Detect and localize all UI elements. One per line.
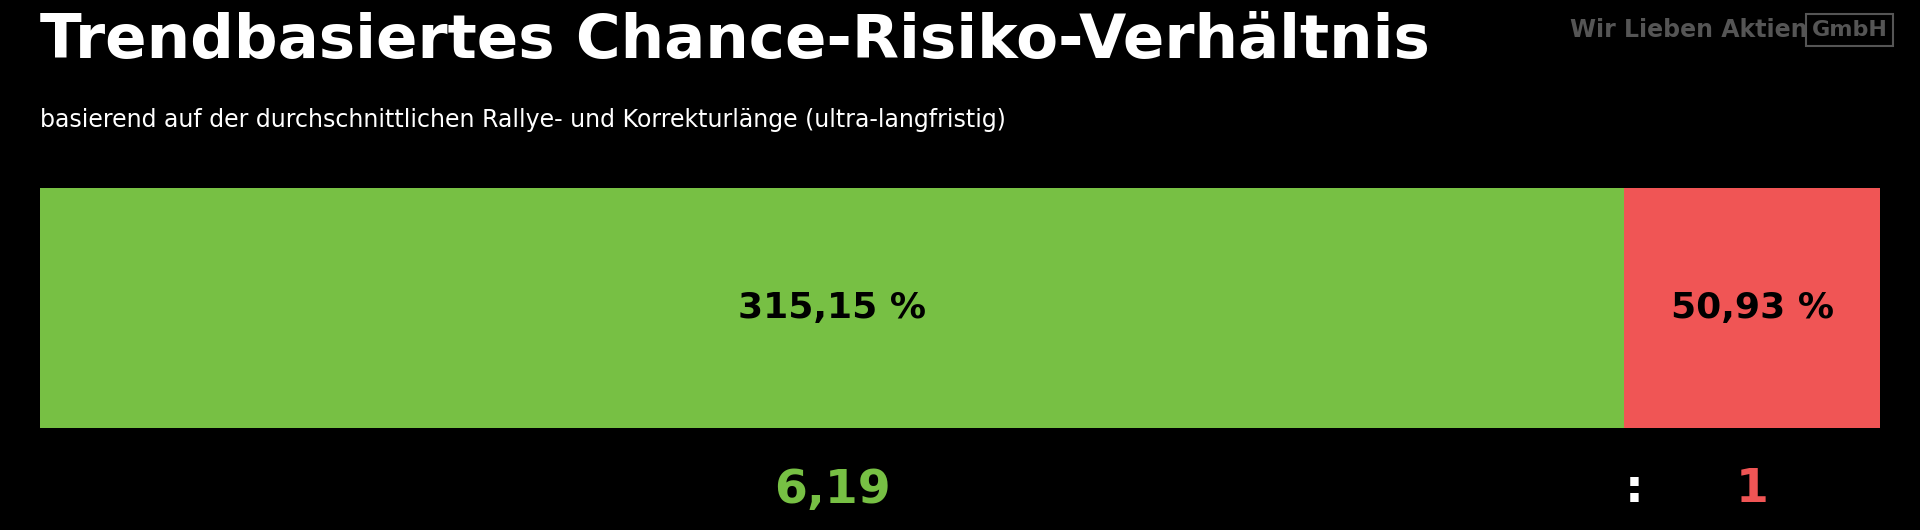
Text: 6,19: 6,19 [774,467,891,513]
Bar [1624,188,1880,428]
Bar [40,188,1624,428]
Text: Trendbasiertes Chance-Risiko-Verhältnis: Trendbasiertes Chance-Risiko-Verhältnis [40,12,1430,71]
Text: Wir Lieben Aktien: Wir Lieben Aktien [1571,18,1809,42]
Text: 315,15 %: 315,15 % [737,291,925,325]
Text: 50,93 %: 50,93 % [1670,291,1834,325]
Text: GmbH: GmbH [1812,20,1887,40]
Text: 1: 1 [1736,467,1768,513]
Text: basierend auf der durchschnittlichen Rallye- und Korrekturlänge (ultra-langfrist: basierend auf der durchschnittlichen Ral… [40,108,1006,132]
Text: :: : [1624,467,1644,513]
